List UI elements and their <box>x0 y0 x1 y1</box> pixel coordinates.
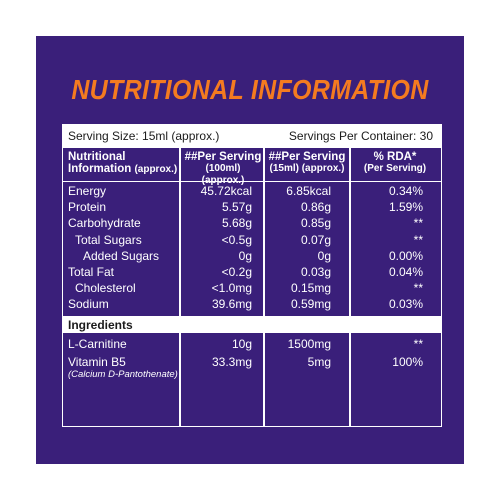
page-title: NUTRITIONAL INFORMATION <box>71 74 429 106</box>
nutrient-row: Total Fat <0.2g 0.03g 0.04% <box>63 265 441 281</box>
nutrient-name: Cholesterol <box>75 281 136 296</box>
nutrient-row: Energy 45.72kcal 6.85kcal 0.34% <box>63 184 441 200</box>
ingredients-label: Ingredients <box>68 317 133 332</box>
value-per-15ml: 0.03g <box>300 265 331 279</box>
ingredient-name: Vitamin B5 <box>68 354 126 369</box>
value-per-100ml: 33.3mg <box>211 354 252 369</box>
header-nutritional-information: Nutritional Information (approx.) <box>68 151 178 175</box>
ingredients-header: Ingredients <box>63 315 441 333</box>
nutrient-row: Added Sugars 0g 0g 0.00% <box>63 249 441 265</box>
value-per-100ml: 10g <box>231 336 252 351</box>
nutrient-name: Added Sugars <box>83 248 160 263</box>
serving-size: Serving Size: 15ml (approx.) <box>68 129 220 143</box>
nutrient-row: Sodium 39.6mg 0.59mg 0.03% <box>63 297 441 313</box>
header-per-serving-15ml: ##Per Serving (15ml) (approx.) <box>268 151 346 174</box>
ingredient-name: L-Carnitine <box>68 336 127 351</box>
ingredient-row: L-Carnitine 10g 1500mg ** <box>63 337 441 353</box>
nutrient-name: Energy <box>68 184 107 198</box>
value-rda: 0.03% <box>388 297 423 312</box>
value-per-15ml: 0.15mg <box>290 281 331 296</box>
nutrition-table: Serving Size: 15ml (approx.) Servings Pe… <box>62 124 442 427</box>
value-rda: 0.34% <box>388 184 423 198</box>
value-per-15ml: 6.85kcal <box>286 184 331 198</box>
value-per-15ml: 0.86g <box>300 200 331 215</box>
header-rda: % RDA* (Per Serving) <box>363 151 427 174</box>
value-rda: ** <box>413 216 423 231</box>
nutrient-name: Total Fat <box>68 265 115 279</box>
nutrient-row: Total Sugars <0.5g 0.07g ** <box>63 233 441 249</box>
value-per-15ml: 1500mg <box>287 336 331 351</box>
value-rda: 0.00% <box>388 248 423 263</box>
ingredient-note: (Calcium D-Pantothenate) <box>68 368 178 380</box>
header-per-serving-100ml: ##Per Serving (100ml) (approx.) <box>184 151 262 186</box>
value-per-15ml: 0.85g <box>300 216 331 231</box>
servings-per-container: Servings Per Container: 30 <box>288 129 433 143</box>
nutrient-row: Carbohydrate 5.68g 0.85g ** <box>63 216 441 232</box>
value-per-100ml: <0.2g <box>221 265 252 279</box>
column-divider <box>349 148 351 426</box>
value-per-15ml: 0.07g <box>300 232 331 247</box>
nutrient-row: Protein 5.57g 0.86g 1.59% <box>63 200 441 216</box>
value-per-100ml: 5.57g <box>221 200 252 215</box>
label-panel: NUTRITIONAL INFORMATION Serving Size: 15… <box>36 36 464 464</box>
nutrient-row: Cholesterol <1.0mg 0.15mg ** <box>63 281 441 297</box>
value-per-100ml: <0.5g <box>221 232 252 247</box>
value-per-15ml: 0g <box>317 248 331 263</box>
table-header: Nutritional Information (approx.) ##Per … <box>63 148 441 186</box>
nutrient-name: Sodium <box>68 297 109 312</box>
value-per-100ml: 39.6mg <box>211 297 252 312</box>
value-per-15ml: 0.59mg <box>290 297 331 312</box>
value-rda: 100% <box>392 354 423 369</box>
ingredient-row: Vitamin B5 33.3mg 5mg 100% <box>63 355 441 371</box>
value-per-100ml: 0g <box>238 248 252 263</box>
value-rda: ** <box>413 232 423 247</box>
serving-bar: Serving Size: 15ml (approx.) Servings Pe… <box>63 125 441 148</box>
value-per-100ml: <1.0mg <box>211 281 252 296</box>
column-divider <box>179 148 181 426</box>
value-per-100ml: 5.68g <box>221 216 252 231</box>
column-divider <box>263 148 265 426</box>
value-rda: 1.59% <box>388 200 423 215</box>
value-per-15ml: 5mg <box>307 354 331 369</box>
value-rda: ** <box>413 336 423 351</box>
value-per-100ml: 45.72kcal <box>200 184 252 198</box>
nutrient-name: Protein <box>68 200 107 215</box>
nutrient-name: Total Sugars <box>75 232 142 247</box>
value-rda: ** <box>413 281 423 296</box>
nutrient-name: Carbohydrate <box>68 216 141 231</box>
value-rda: 0.04% <box>388 265 423 279</box>
